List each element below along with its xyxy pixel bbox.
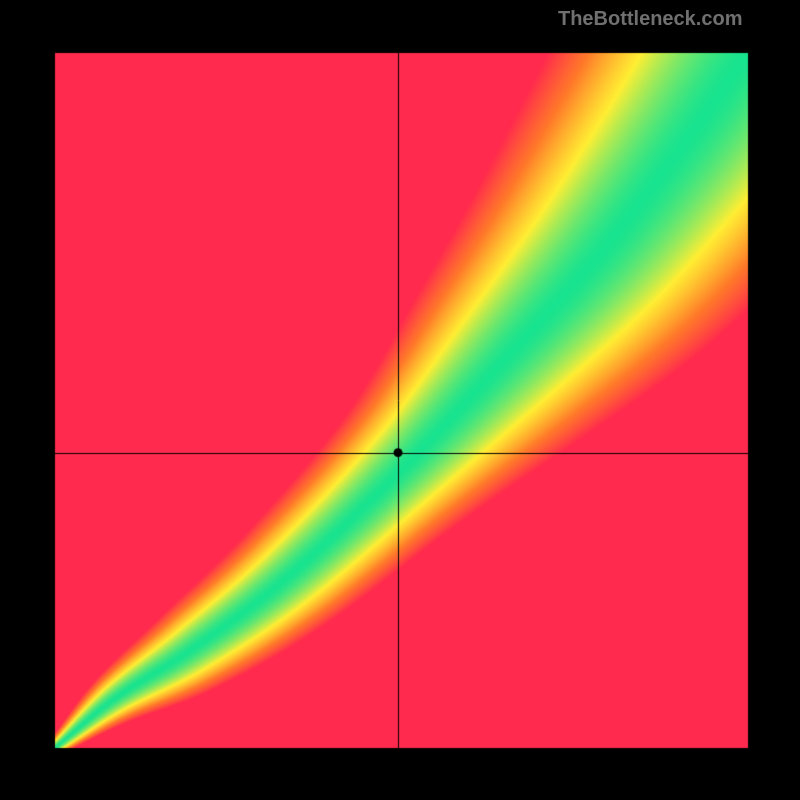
watermark-text: TheBottleneck.com (558, 8, 742, 31)
chart-container: TheBottleneck.com (0, 0, 800, 800)
heatmap-canvas (0, 0, 800, 800)
